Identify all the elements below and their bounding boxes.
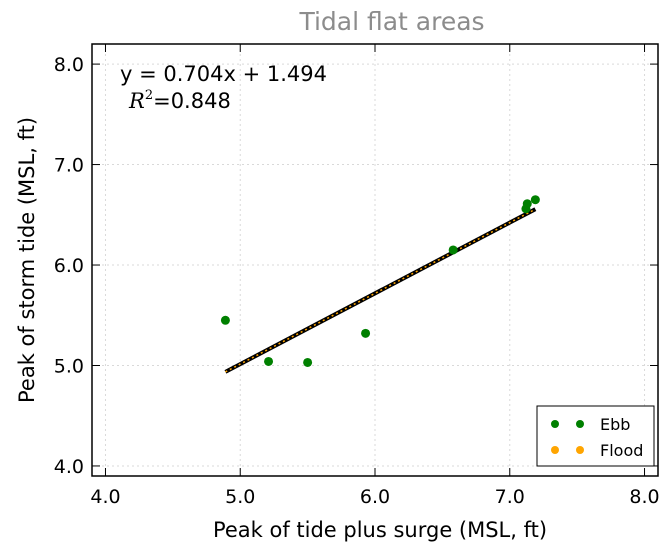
y-tick-label: 8.0 (54, 54, 84, 76)
y-tick-label: 7.0 (54, 155, 84, 177)
legend-marker-flood (576, 446, 584, 454)
r-squared-exponent: 2 (145, 88, 153, 103)
ebb-point (522, 199, 532, 209)
y-tick-label: 5.0 (54, 355, 84, 377)
y-tick-label: 6.0 (54, 255, 84, 277)
ebb-point (448, 245, 458, 255)
r-squared-value: =0.848 (153, 89, 231, 113)
r-squared-annotation: R2=0.848 (128, 88, 231, 113)
axis-ticks: 4.0 5.0 6.0 7.0 8.0 4.0 5.0 6.0 7.0 8.0 (54, 44, 660, 508)
flood-fit-line (225, 208, 536, 373)
y-tick-label: 4.0 (54, 456, 84, 478)
legend-marker-ebb (551, 420, 559, 428)
x-tick-label: 4.0 (90, 486, 120, 508)
legend-box (536, 405, 655, 467)
ebb-point (361, 328, 371, 338)
fit-line-group (224, 207, 537, 374)
scatter-points (220, 195, 540, 367)
y-axis-label: Peak of storm tide (MSL, ft) (15, 117, 39, 403)
ebb-point (530, 195, 540, 205)
regression-equation: y = 0.704x + 1.494 (120, 62, 327, 86)
chart-title: Tidal flat areas (298, 7, 484, 36)
legend-label-ebb: Ebb (600, 415, 630, 434)
legend-label-flood: Flood (600, 441, 643, 460)
ebb-point (264, 356, 274, 366)
x-axis-label: Peak of tide plus surge (MSL, ft) (213, 518, 547, 542)
x-tick-label: 5.0 (225, 486, 255, 508)
x-tick-label: 7.0 (495, 486, 525, 508)
ebb-point (303, 357, 313, 367)
r-squared-symbol: R (128, 89, 145, 113)
legend-marker-flood (551, 446, 559, 454)
x-tick-label: 8.0 (629, 486, 659, 508)
legend-marker-ebb (576, 420, 584, 428)
legend: Ebb Flood (536, 405, 655, 467)
ebb-point (220, 315, 230, 325)
x-tick-label: 6.0 (360, 486, 390, 508)
